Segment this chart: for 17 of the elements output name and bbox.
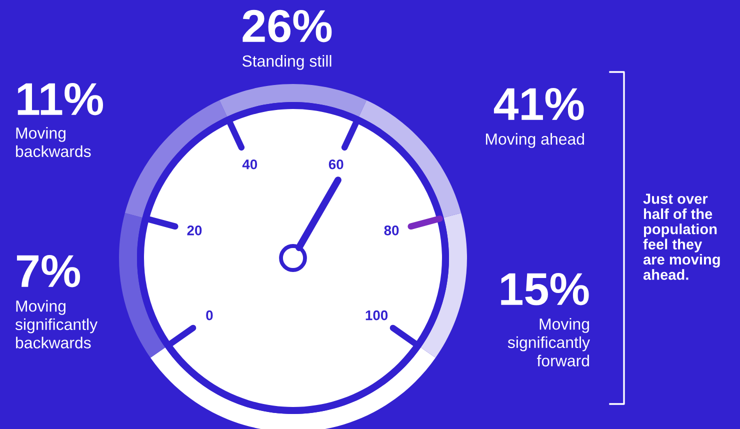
text: 20 <box>187 225 202 236</box>
text: 0 <box>206 310 213 320</box>
text: 100 <box>366 310 388 320</box>
text: Just over half of the population feel they are moving ahead. <box>643 194 720 280</box>
category-label: Moving significantly backwards <box>15 300 98 348</box>
data-label: 7% <box>16 254 80 288</box>
category-label: Moving significantly forward <box>508 318 590 366</box>
data-label: 41% <box>494 88 584 120</box>
data-label: 11% <box>18 82 104 116</box>
data-label: 26% <box>242 10 332 42</box>
data-label: 15% <box>501 272 589 306</box>
text: 80 <box>384 225 399 236</box>
text: 60 <box>328 159 344 170</box>
category-label: Moving backwards <box>16 127 91 158</box>
category-label: Moving ahead <box>486 133 584 148</box>
text: 40 <box>242 159 258 170</box>
category-label: Standing still <box>242 55 332 70</box>
